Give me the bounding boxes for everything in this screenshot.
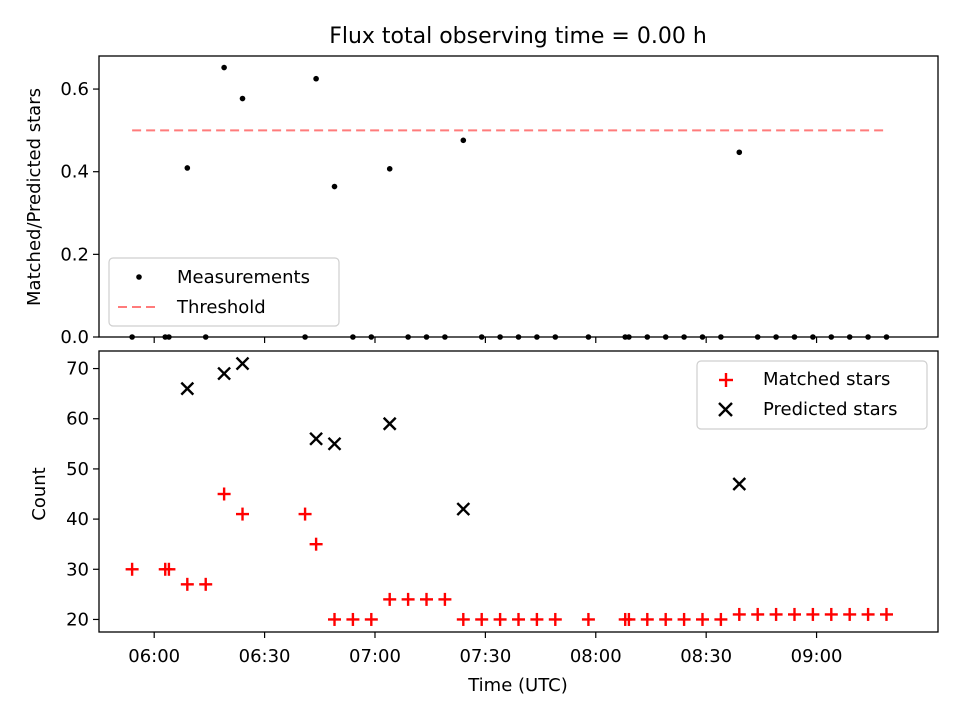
bottom-legend: Matched stars Predicted stars [696,360,928,430]
bottom-plot-area [125,356,893,626]
matched-star-point [328,612,342,626]
legend-predicted-marker [718,402,733,417]
predicted-star-point [732,477,747,491]
matched-star-point [714,612,728,626]
legend-matched-label: Matched stars [763,369,890,390]
matched-star-point [346,612,360,626]
bottom-y-tick-label: 50 [66,459,89,480]
matched-star-point [512,612,525,626]
matched-star-point [677,612,691,626]
matched-star-point [879,607,893,621]
bottom-y-tick-label: 20 [66,609,89,630]
measurement-point [736,149,743,156]
matched-star-point [125,562,139,576]
measurement-point [460,137,467,144]
matched-star-point [493,612,507,626]
matched-star-point [861,607,875,621]
predicted-star-point [217,366,231,381]
measurement-point [386,166,393,172]
matched-star-point [309,537,323,551]
x-tick-label: 08:30 [680,646,732,667]
matched-star-point [401,592,415,606]
matched-star-point [236,507,250,521]
matched-star-point [217,487,231,501]
top-panel: 0.0 0.2 0.4 0.6 Matched/Predicted stars Mea… [24,55,939,348]
predicted-star-point [309,431,323,446]
matched-star-point [383,592,397,606]
top-y-ticks: 0.0 0.2 0.4 0.6 [60,79,818,348]
matched-star-point [622,612,636,626]
legend-predicted-label: Predicted stars [763,399,897,420]
matched-star-point [548,612,562,626]
predicted-star-point [235,356,250,371]
top-y-tick-label: 0.6 [60,79,89,100]
x-axis-label: Time (UTC) [467,675,568,696]
matched-star-point [180,577,194,591]
top-axes-frame [98,55,939,338]
top-legend-box [108,257,340,327]
bottom-panel: 20 30 40 50 60 70 06:00 06:30 07:00 07:30 08:00 08:… [29,350,939,696]
matched-star-point [581,612,595,626]
matched-star-point [438,592,452,606]
x-tick-label: 09:00 [791,646,843,667]
top-y-tick-label: 0.4 [60,162,89,183]
matched-star-point [298,507,312,521]
matched-star-point [824,607,838,621]
x-tick-label: 06:00 [128,646,180,667]
matched-star-point [456,612,470,626]
matched-star-point [199,577,213,591]
top-y-tick-label: 0.2 [60,244,89,265]
x-tick-label: 07:00 [349,646,401,667]
measurement-point [331,183,338,190]
top-y-tick-label: 0.0 [60,327,89,348]
measurement-point [239,95,246,102]
matched-star-point [787,607,801,621]
matched-star-point [751,607,765,621]
bottom-y-tick-label: 30 [66,559,89,580]
matched-star-point [364,612,378,626]
measurement-point [313,75,319,82]
matched-star-point [806,607,820,621]
matched-star-point [530,612,544,626]
predicted-star-point [180,381,195,396]
x-tick-label: 07:30 [459,646,511,667]
bottom-y-tick-label: 70 [66,359,89,380]
measurement-point [221,64,227,71]
matched-star-point [420,592,434,606]
legend-threshold-label: Threshold [176,297,266,318]
bottom-legend-box [696,360,928,430]
bottom-axes-frame [98,350,939,633]
bottom-ticks: 20 30 40 50 60 70 06:00 06:30 07:00 07:30 08:00 08:… [66,359,842,667]
top-legend: Measurements Threshold [108,257,340,327]
bottom-y-tick-label: 60 [66,409,89,430]
matched-star-point [769,607,783,621]
predicted-star-point [456,502,471,516]
bottom-y-axis-label: Count [29,467,50,520]
measurement-point [184,165,191,171]
top-y-axis-label: Matched/Predicted stars [24,88,45,306]
matched-star-point [695,612,709,626]
x-tick-label: 08:00 [570,646,622,667]
predicted-star-point [382,416,397,431]
matched-star-point [659,612,673,626]
chart-title: Flux total observing time = 0.00 h [329,24,707,49]
matched-star-point [640,612,654,626]
matched-star-point [475,612,489,626]
legend-measurements-label: Measurements [177,267,310,288]
matched-star-point [732,607,746,621]
legend-matched-marker [719,373,733,387]
x-tick-label: 06:30 [239,646,291,667]
matched-star-point [162,562,176,576]
bottom-y-tick-label: 40 [66,509,89,530]
legend-measurements-marker [136,274,142,280]
matched-star-point [843,607,857,621]
predicted-star-point [327,436,342,451]
